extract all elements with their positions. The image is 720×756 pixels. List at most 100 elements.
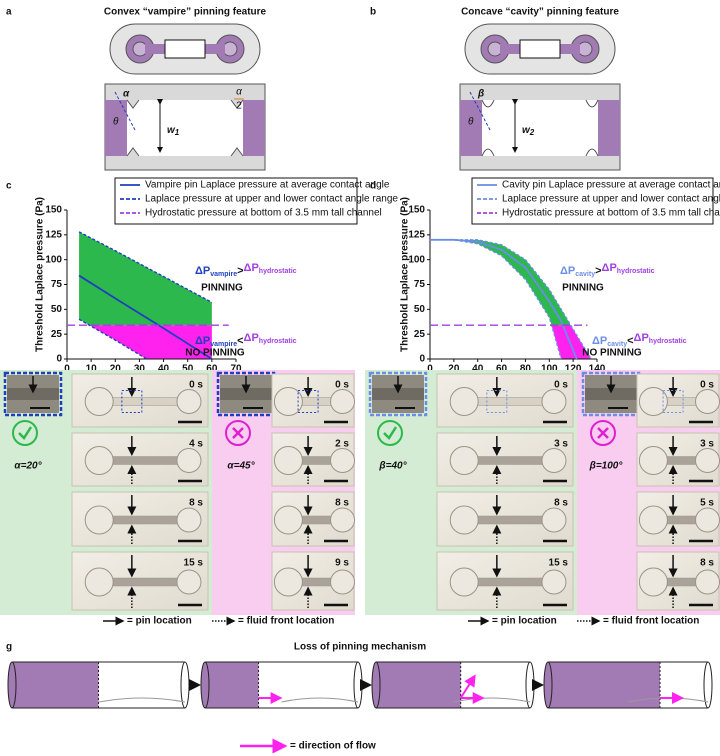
annotation-label: PINNING (201, 283, 243, 294)
x-tick-label: 80 (520, 364, 532, 375)
annotation-label: NO PINNING (185, 348, 245, 359)
annotation-part: hydrostatic (617, 268, 655, 275)
width-symbol: w (522, 125, 531, 136)
photo-reservoir (638, 567, 668, 597)
theta-label: θ (113, 117, 119, 128)
angle-guide (114, 91, 136, 131)
y-tick-label: 125 (45, 229, 62, 240)
photo-reservoir (541, 389, 567, 414)
legend-label: Cavity pin Laplace pressure at average c… (502, 180, 720, 191)
annotation-part: > (237, 265, 243, 277)
photo-reservoir (541, 569, 567, 595)
series-line (78, 231, 213, 303)
photo-reservoir (84, 446, 114, 475)
y-tick-label: 150 (45, 205, 62, 216)
mechanism-title: Loss of pinning mechanism (294, 642, 426, 653)
annotation-part: ΔP (634, 332, 649, 344)
legend-label: Hydrostatic pressure at bottom of 3.5 mm… (502, 208, 720, 219)
cylinder-fluid (205, 662, 259, 708)
width-subscript: 2 (529, 128, 535, 137)
zoom-box (519, 39, 561, 59)
inset-box (3, 371, 63, 417)
cylinder-end (7, 661, 17, 709)
zoom-channel (460, 100, 620, 156)
time-label: 0 s (335, 380, 349, 391)
y-tick-label: 75 (51, 279, 63, 290)
outcome-mark (232, 427, 244, 439)
photo-reservoir (330, 507, 356, 533)
zoom-channel (105, 100, 265, 156)
series-line (78, 318, 148, 360)
photo-reservoir (84, 505, 114, 535)
photo-reservoir (176, 569, 202, 595)
inset-channel (220, 388, 272, 400)
cylinder-end (200, 661, 210, 709)
zoom-marker (662, 390, 684, 413)
photo-reservoir (330, 448, 356, 473)
y-tick-label: 150 (408, 205, 425, 216)
vampire-pin (126, 99, 244, 157)
width-label: w2 (522, 125, 535, 137)
angle-label: α (123, 89, 130, 100)
y-tick-label: 0 (56, 354, 62, 365)
time-label: 4 s (189, 439, 203, 450)
schematic-title: Concave “cavity” pinning feature (461, 7, 619, 18)
photo-reservoir (695, 569, 720, 595)
time-label: 0 s (189, 380, 203, 391)
x-tick-label: 0 (64, 364, 70, 375)
annotation-part: ΔP (244, 262, 259, 274)
annotation-label: NO PINNING (582, 348, 642, 359)
annotation-part: < (237, 335, 243, 347)
annotation-part: > (595, 265, 601, 277)
time-label: 9 s (335, 558, 349, 569)
x-tick-label: 20 (110, 364, 122, 375)
annotation-part: ΔP (560, 265, 575, 277)
time-label: 8 s (554, 498, 568, 509)
outcome-mark (18, 426, 33, 440)
photo-reservoir (638, 505, 668, 535)
half-angle-num: α (236, 87, 242, 98)
time-label: 0 s (554, 380, 568, 391)
angle-label: α=20° (14, 461, 42, 472)
angle-label: β=40° (378, 461, 407, 472)
reservoir-inner (487, 41, 503, 57)
reservoir-inner (577, 41, 593, 57)
zoom-marker (121, 390, 143, 413)
zoom-fluid-r (598, 100, 620, 156)
zoom-box (164, 39, 206, 59)
y-tick-label: 50 (414, 304, 426, 315)
time-label: 3 s (700, 439, 714, 450)
inset-channel (585, 388, 637, 400)
time-label: 8 s (335, 498, 349, 509)
time-label: 3 s (554, 439, 568, 450)
x-tick-label: 10 (86, 364, 98, 375)
panel-label: b (370, 7, 376, 18)
y-axis-label: Threshold Laplace pressure (Pa) (35, 197, 46, 352)
panel-label: d (370, 181, 376, 192)
panel-label: c (6, 181, 12, 192)
cylinder (548, 661, 708, 709)
photo-reservoir (695, 448, 720, 473)
x-tick-label: 0 (427, 364, 433, 375)
inset-channel (7, 388, 59, 400)
zoom-fluid-l (105, 100, 127, 156)
half-angle-den: 2 (236, 101, 242, 112)
cylinder-fluid (548, 662, 660, 708)
photo-reservoir (330, 389, 356, 414)
photo-reservoir (449, 567, 479, 597)
inset-channel (372, 388, 424, 400)
inset-box (581, 371, 641, 417)
legend-label: = pin location (127, 616, 192, 627)
legend-label: Vampire pin Laplace pressure at average … (145, 180, 390, 191)
annotation: ΔPcavity>ΔPhydrostatic (560, 262, 655, 278)
legend-label: Laplace pressure at upper and lower cont… (145, 194, 398, 205)
y-tick-label: 25 (51, 329, 63, 340)
annotation-part: vampire (210, 271, 237, 278)
legend-label: = fluid front location (238, 616, 334, 627)
schematic-title: Convex “vampire” pinning feature (104, 7, 267, 18)
photo-reservoir (273, 446, 303, 475)
photo-reservoir (638, 446, 668, 475)
zoom-marker (297, 390, 319, 413)
cylinder-fluid (12, 662, 99, 708)
time-label: 5 s (700, 498, 714, 509)
